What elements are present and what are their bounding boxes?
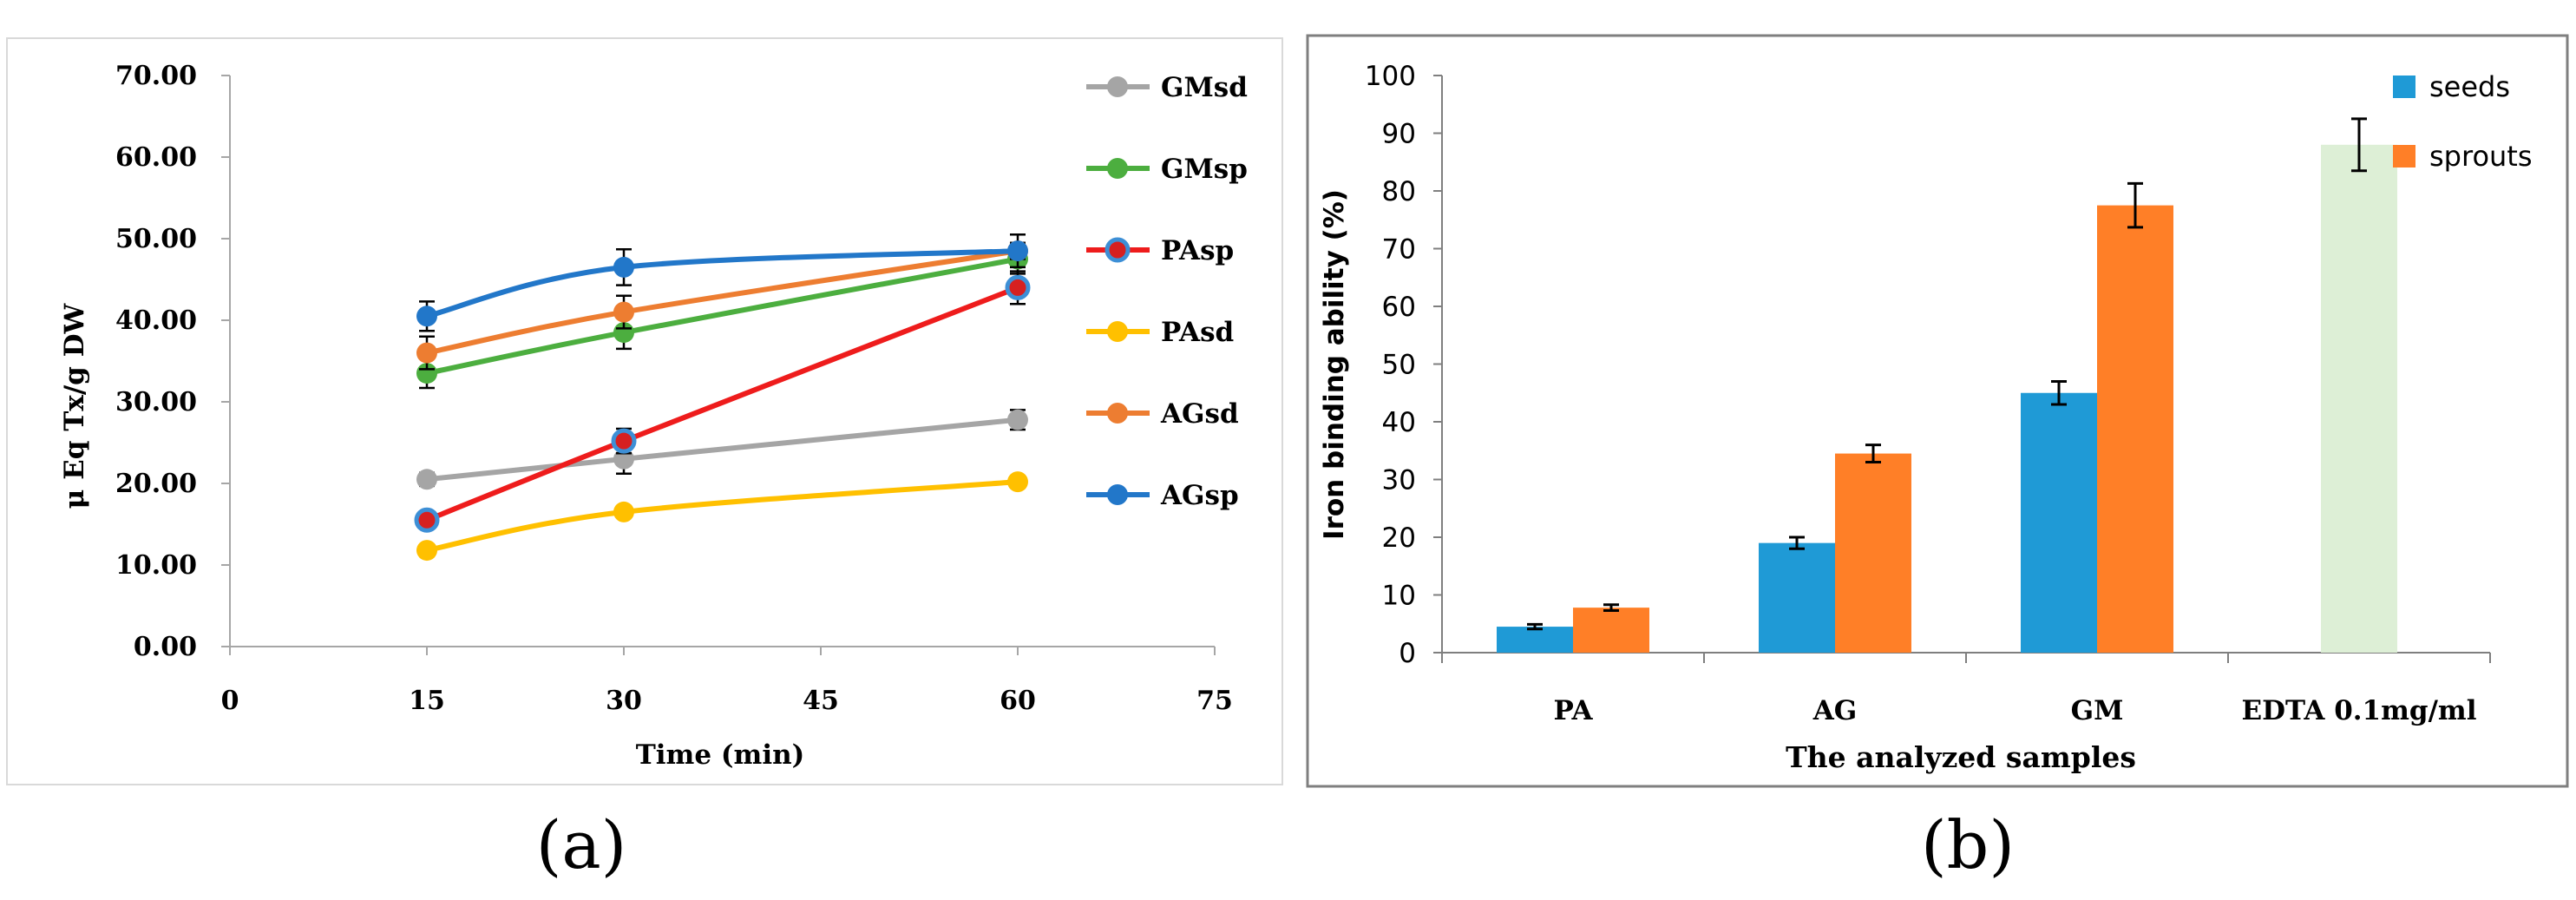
chart-a-legend-label: PAsd (1161, 317, 1234, 348)
chart-a-point (613, 322, 634, 344)
chart-b-y-tick-label: 100 (1365, 61, 1416, 92)
chart-b-bar-EDTA-EDTA (2321, 117, 2397, 654)
chart-b-y-tick-label: 50 (1382, 350, 1416, 381)
chart-a-line-GMsd (426, 417, 1019, 483)
chart-a-legend-label: PAsp (1161, 235, 1234, 266)
chart-a-series-PAsp (414, 270, 1031, 533)
chart-a-point (416, 540, 437, 562)
chart-b-bar (1759, 542, 1835, 653)
chart-b-category-label: PA (1553, 695, 1593, 726)
chart-a-line-PAsp (425, 285, 1019, 523)
chart-b-bar-seeds-AG (1759, 535, 1835, 653)
chart-a-y-tick-label: 10.00 (115, 550, 197, 581)
chart-b-bar-seeds-GM (2021, 379, 2097, 653)
chart-a-point (416, 363, 437, 384)
chart-a-legend-marker (1107, 76, 1128, 97)
chart-a-x-tick-label: 0 (221, 686, 239, 716)
chart-b-y-tick-label: 20 (1382, 522, 1416, 554)
chart-a-line-PAsd (426, 479, 1019, 554)
chart-b-bar-sprouts-GM (2097, 181, 2173, 653)
chart-b-bar (1573, 608, 1649, 653)
chart-a-series-AGsp (416, 233, 1028, 332)
chart-a-y-tick-label: 20.00 (115, 469, 197, 499)
chart-a-legend-label: GMsd (1161, 72, 1248, 103)
chart-a-point (611, 428, 637, 454)
chart-b-y-axis-label: Iron binding ability (%) (1319, 189, 1350, 540)
chart-b-bar (1835, 453, 1911, 653)
chart-a-legend-marker (1107, 403, 1128, 424)
chart-b-y-tick-label: 0 (1399, 638, 1416, 669)
chart-b-category-label: EDTA 0.1mg/ml (2241, 695, 2476, 726)
chart-b-legend-swatch (2393, 145, 2415, 168)
chart-b-bar (2097, 205, 2173, 653)
chart-a-x-axis-label: Time (min) (636, 739, 805, 771)
chart-a-x-tick-label: 15 (409, 686, 445, 716)
chart-b-bars (1497, 117, 2397, 654)
chart-a-y-tick-label: 0.00 (134, 632, 197, 662)
chart-a-line-AGsd (426, 248, 1019, 356)
panel-label-a: (a) (536, 806, 627, 884)
chart-a-legend: GMsd GMsp PAsp PAsd AGsd AGsp (1086, 72, 1248, 511)
chart-a-point (416, 469, 437, 490)
chart-a-x-tick-label: 75 (1196, 686, 1233, 716)
chart-a-frame (6, 37, 1283, 785)
chart-a-legend-label: GMsp (1161, 154, 1248, 185)
chart-a-y-tick-label: 40.00 (115, 305, 197, 336)
chart-b-x-axis-label: The analyzed samples (1786, 740, 2136, 774)
chart-b-legend: seeds sprouts (2393, 70, 2533, 173)
chart-a-point (1007, 409, 1028, 430)
chart-b-y-tick-label: 30 (1382, 465, 1416, 496)
chart-b-bar-sprouts-AG (1835, 443, 1911, 653)
chart-a-y-axis-label: μ Eq Tx/g DW (59, 303, 90, 509)
chart-a-legend-marker (1107, 158, 1128, 179)
chart-a-point (613, 501, 634, 522)
chart-b-y-tick-label: 70 (1382, 234, 1416, 266)
chart-b-y-tick-label: 90 (1382, 119, 1416, 150)
chart-b-y-tick-label: 10 (1382, 581, 1416, 612)
chart-a-y-tick-label: 70.00 (115, 61, 197, 91)
chart-a-point (416, 305, 437, 327)
chart-b-bar (2021, 392, 2097, 653)
chart-b-legend-label: sprouts (2429, 140, 2533, 173)
chart-a-legend-marker (1104, 237, 1131, 263)
chart-b-bar-sprouts-PA (1573, 603, 1649, 653)
chart-a-point (1005, 274, 1031, 300)
chart-b-y-tick-label: 60 (1382, 292, 1416, 323)
chart-a-line-GMsp (426, 256, 1019, 377)
chart-b-legend-label: seeds (2429, 70, 2510, 103)
chart-b-legend-swatch (2393, 76, 2415, 98)
chart-a-axes: 0.00 10.00 20.00 30.00 40.00 50.00 60.00 70.00 0… (115, 61, 1233, 716)
chart-a-y-tick-label: 30.00 (115, 387, 197, 417)
chart-a-point (416, 342, 437, 364)
chart-b-bar (2321, 144, 2397, 654)
chart-a-legend-marker (1107, 484, 1128, 505)
chart-a-point (414, 507, 440, 533)
chart-b-category-label: AG (1812, 695, 1858, 726)
chart-panel-b: 0 10 20 30 40 50 60 70 80 90 100 PA AG GM EDTA 0.1mg/m… (1306, 34, 2569, 884)
chart-a-legend-label: AGsp (1160, 480, 1239, 511)
chart-b-y-tick-label: 80 (1382, 176, 1416, 207)
chart-a-series (414, 233, 1031, 562)
chart-a-point (613, 301, 634, 323)
chart-a-point (1007, 471, 1028, 493)
chart-a-line-AGsp (426, 248, 1019, 319)
chart-panel-a: 0.00 10.00 20.00 30.00 40.00 50.00 60.00 70.00 0… (6, 37, 1283, 884)
chart-a-y-tick-label: 50.00 (115, 224, 197, 254)
chart-b-y-tick-label: 40 (1382, 407, 1416, 438)
chart-a-x-tick-label: 30 (606, 686, 642, 716)
panel-label-b: (b) (1921, 806, 2015, 884)
chart-a-x-tick-label: 45 (803, 686, 839, 716)
chart-b-bar-seeds-PA (1497, 622, 1573, 653)
chart-a-y-tick-label: 60.00 (115, 142, 197, 173)
chart-b-bar (1497, 627, 1573, 653)
chart-a-x-tick-label: 60 (1000, 686, 1036, 716)
chart-a-point (613, 256, 634, 278)
chart-a-series-PAsd (416, 471, 1028, 562)
chart-a-legend-marker (1107, 321, 1128, 342)
chart-a-point (1007, 240, 1028, 262)
chart-a-legend-label: AGsd (1160, 398, 1239, 430)
chart-b-category-label: GM (2071, 695, 2124, 726)
